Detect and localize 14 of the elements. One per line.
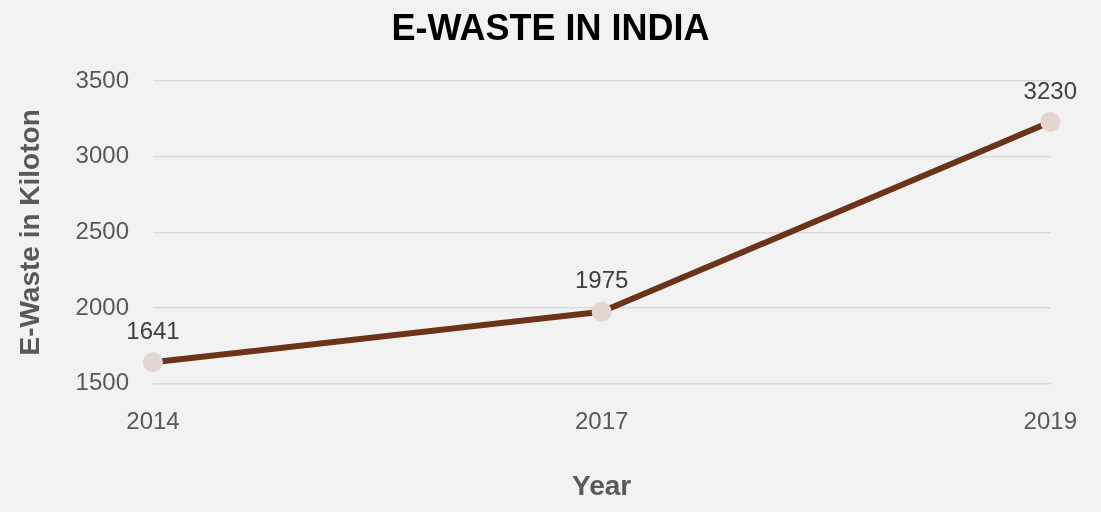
y-tick-label: 2000 [75, 292, 129, 320]
data-label: 3230 [1023, 76, 1077, 104]
x-tick-label: 2019 [1023, 406, 1077, 434]
y-tick-label: 2500 [75, 217, 129, 245]
y-tick-label: 1500 [75, 368, 129, 396]
y-tick-label: 3000 [75, 141, 129, 169]
y-axis-title: E-Waste in Kiloton [13, 109, 45, 356]
x-tick-label: 2017 [574, 406, 629, 434]
data-label: 1641 [126, 316, 180, 344]
x-tick-label: 2014 [126, 406, 180, 434]
chart-title: E-WASTE IN INDIA [391, 6, 710, 48]
x-axis-title: Year [572, 469, 632, 501]
data-label: 1975 [574, 266, 629, 294]
y-tick-label: 3500 [75, 65, 129, 93]
